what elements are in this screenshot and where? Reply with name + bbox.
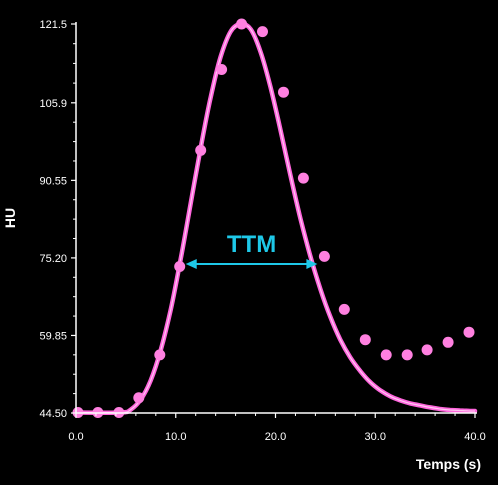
y-tick-label: 44.50 xyxy=(39,408,67,420)
data-point xyxy=(154,349,166,361)
data-point xyxy=(257,26,268,38)
data-point xyxy=(236,18,248,30)
data-point xyxy=(359,334,371,346)
y-tick-label: 59.85 xyxy=(39,330,67,342)
y-axis-label: HU xyxy=(2,208,18,228)
y-tick-label: 75.20 xyxy=(39,253,67,265)
data-point xyxy=(463,326,475,338)
x-tick-label: 40.0 xyxy=(464,431,485,443)
y-tick-label: 90.55 xyxy=(39,175,67,187)
ttm-arrow-right-head xyxy=(306,258,318,269)
y-tick-label: 121.5 xyxy=(39,19,67,31)
fit-curve-highlight xyxy=(75,23,476,414)
x-axis-label: Temps (s) xyxy=(416,456,481,472)
data-point xyxy=(216,64,228,75)
x-tick-label: 20.0 xyxy=(265,431,286,443)
data-point xyxy=(278,86,289,98)
data-point xyxy=(195,144,207,156)
data-point xyxy=(297,172,309,184)
data-point xyxy=(133,392,145,404)
ttm-annotation-label: TTM xyxy=(227,231,276,258)
y-tick-label: 105.9 xyxy=(39,98,67,110)
data-point xyxy=(338,303,350,315)
data-point xyxy=(442,336,454,348)
annotation-layer: TTM xyxy=(185,231,318,269)
data-point xyxy=(401,349,413,361)
fit-curve-layer xyxy=(73,21,478,415)
ttm-arrow-left-head xyxy=(185,258,197,269)
data-point xyxy=(174,261,186,272)
axes-layer: 44.50 59.85 75.20 90.55 105.9 121.5 0.0 10.0 20.… xyxy=(39,19,485,443)
data-point xyxy=(421,344,433,356)
data-point xyxy=(318,250,330,262)
x-tick-label: 10.0 xyxy=(165,431,186,443)
data-point xyxy=(380,349,392,361)
x-tick-label: 0.0 xyxy=(68,431,83,443)
x-tick-label: 30.0 xyxy=(365,431,386,443)
